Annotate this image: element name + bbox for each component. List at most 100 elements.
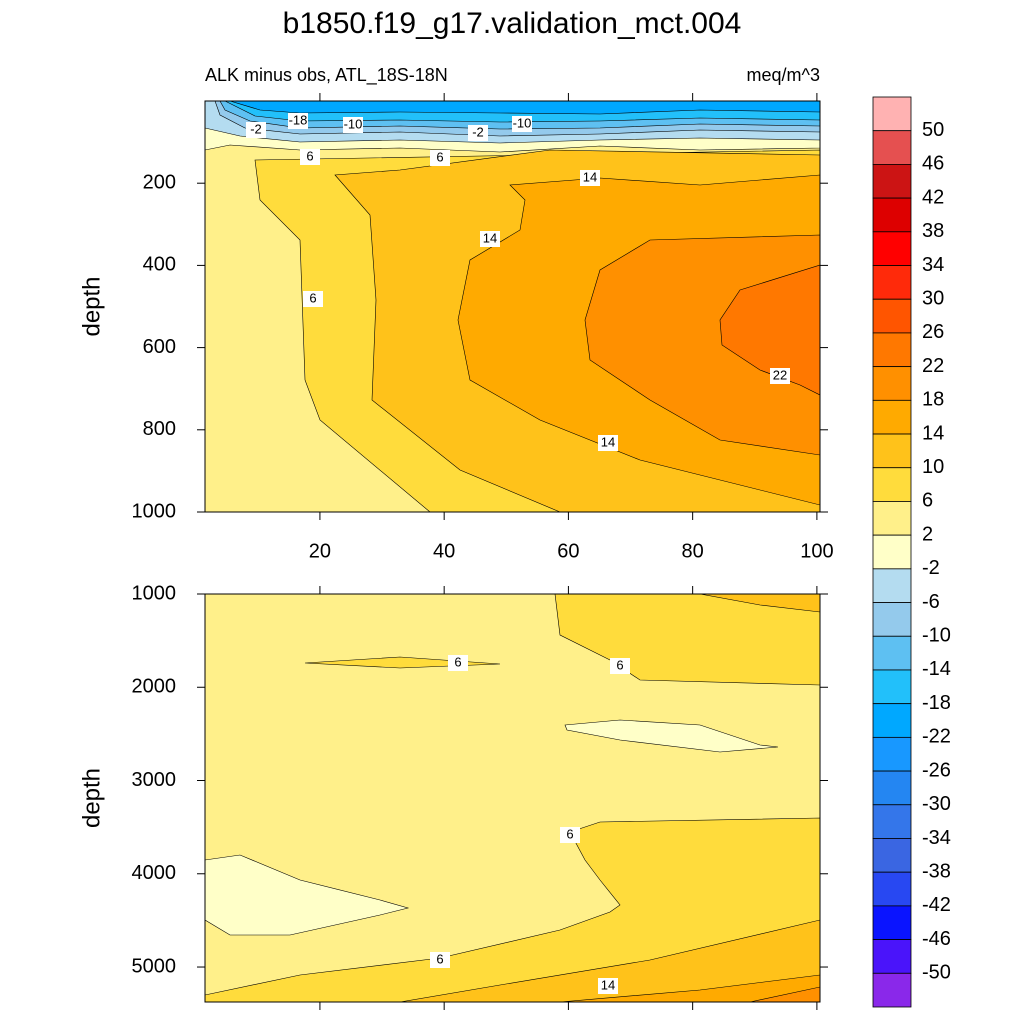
- contour-band: [399, 919, 820, 1002]
- colorbar-box: [872, 433, 912, 469]
- contour-band: [719, 264, 820, 396]
- colorbar-box: [872, 703, 912, 738]
- colorbar-box: [872, 298, 912, 334]
- contour-label: 6: [436, 149, 443, 164]
- colorbar-label: -34: [922, 827, 951, 849]
- colorbar-label: 18: [922, 389, 944, 411]
- colorbar-box: [872, 804, 912, 839]
- x-tick-label: 80: [682, 540, 704, 562]
- bottom-panel-field: [205, 594, 820, 1002]
- contour-label: 14: [601, 977, 615, 992]
- colorbar-box: [872, 265, 912, 300]
- y-tick-label: 3000: [132, 769, 177, 791]
- colorbar-box: [872, 96, 912, 132]
- contour-label-bg: [598, 978, 618, 994]
- colorbar-box: [872, 635, 912, 671]
- colorbar-box: [872, 534, 912, 570]
- colorbar-box: [872, 332, 912, 368]
- contour-band: [559, 974, 820, 1002]
- colorbar-box: [872, 905, 912, 940]
- y-tick-label: 200: [143, 171, 176, 193]
- colorbar-label: 42: [922, 186, 944, 208]
- x-tick-label: 40: [433, 540, 455, 562]
- colorbar-label: 14: [922, 422, 944, 444]
- y-tick-label: 1000: [132, 582, 177, 604]
- x-tick-label: 60: [557, 540, 579, 562]
- colorbar-box: [872, 130, 912, 165]
- contour-label: 6: [616, 657, 623, 672]
- contour-label: -18: [289, 112, 308, 127]
- contour-label-bg: [468, 125, 488, 141]
- contour-label: 22: [773, 367, 787, 382]
- colorbar-box: [872, 602, 912, 637]
- y-tick-label: 800: [143, 418, 176, 440]
- chart-title: b1850.f19_g17.validation_mct.004: [283, 7, 742, 40]
- contour-label-bg: [580, 170, 600, 186]
- colorbar-label: 6: [922, 490, 933, 512]
- y-tick-label: 400: [143, 254, 176, 276]
- subtitle-left: ALK minus obs, ATL_18S-18N: [205, 65, 448, 86]
- contour-label-bg: [246, 122, 266, 138]
- colorbar-box: [872, 669, 912, 705]
- contour-label-bg: [303, 291, 323, 307]
- x-tick-label: 20: [309, 540, 331, 562]
- contour-label-bg: [598, 435, 618, 451]
- contour-label-bg: [770, 368, 790, 384]
- y-tick-label: 1000: [132, 500, 177, 522]
- colorbar-box: [872, 399, 912, 435]
- contour-label: -2: [250, 121, 262, 136]
- plot-frame: [204, 593, 821, 1003]
- colorbar-box: [872, 197, 912, 233]
- colorbar-label: -14: [922, 658, 951, 680]
- contour-label: 6: [454, 654, 461, 669]
- colorbar-label: 22: [922, 355, 944, 377]
- colorbar-label: 2: [922, 523, 933, 545]
- contour-label-bg: [480, 231, 500, 247]
- contour-label-bg: [288, 113, 308, 129]
- y-tick-label: 4000: [132, 862, 177, 884]
- contour-label: 6: [566, 826, 573, 841]
- colorbar-box: [872, 972, 912, 1008]
- y-tick-label: 600: [143, 336, 176, 358]
- subtitle-right: meq/m^3: [747, 65, 820, 85]
- colorbar-label: -50: [922, 962, 951, 984]
- contour-label: 14: [483, 230, 497, 245]
- colorbar-box: [872, 568, 912, 603]
- colorbar-label: 34: [922, 254, 944, 276]
- contour-label: -10: [344, 116, 363, 131]
- contour-label-bg: [512, 116, 532, 132]
- colorbar-box: [872, 736, 912, 772]
- colorbar-label: -38: [922, 860, 951, 882]
- colorbar-label: -30: [922, 793, 951, 815]
- contour-label-bg: [560, 827, 580, 843]
- contour-label-bg: [343, 117, 363, 133]
- colorbar-box: [872, 838, 912, 873]
- contour-label: 6: [436, 951, 443, 966]
- contour-label: 14: [601, 434, 615, 449]
- contour-label: 14: [583, 169, 597, 184]
- colorbar-label: -6: [922, 591, 940, 613]
- contour-labels: -18 -10 -2 -2 -10 6 6 14 14 6 22 14: [246, 112, 790, 451]
- colorbar-box: [872, 231, 912, 266]
- colorbar-label: 46: [922, 153, 944, 175]
- contour-band: [699, 594, 820, 613]
- plot-frame: [204, 100, 821, 513]
- contour-label: -10: [513, 115, 532, 130]
- contour-label: 6: [309, 290, 316, 305]
- contour-label: 6: [306, 148, 313, 163]
- colorbar-box: [872, 366, 912, 401]
- contour-band: [205, 854, 410, 936]
- contour-band: [564, 719, 779, 753]
- colorbar-label: 26: [922, 321, 944, 343]
- colorbar-label: 10: [922, 456, 944, 478]
- colorbar-box: [872, 164, 912, 199]
- colorbar-label: -26: [922, 759, 951, 781]
- y-axis-label: depth: [78, 768, 105, 828]
- contour-label: -2: [472, 124, 484, 139]
- colorbar-box: [872, 467, 912, 502]
- colorbar-label: 30: [922, 288, 944, 310]
- colorbar-box: [872, 770, 912, 806]
- colorbar-label: -10: [922, 625, 951, 647]
- colorbar-box: [872, 871, 912, 907]
- colorbar-label: -18: [922, 692, 951, 714]
